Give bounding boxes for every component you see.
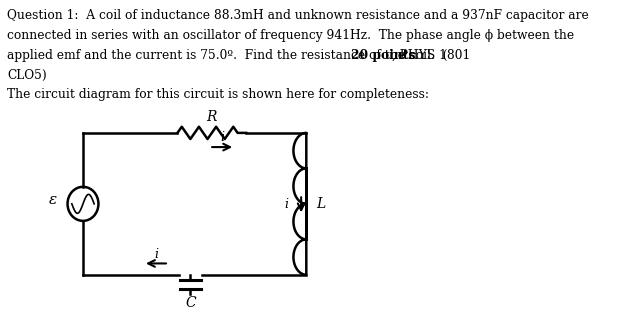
Text: Question 1:  A coil of inductance 88.3mH and unknown resistance and a 937nF capa: Question 1: A coil of inductance 88.3mH … — [7, 9, 589, 22]
Text: applied emf and the current is 75.0º.  Find the resistance of the coil.  (: applied emf and the current is 75.0º. Fi… — [7, 49, 448, 62]
Text: The circuit diagram for this circuit is shown here for completeness:: The circuit diagram for this circuit is … — [7, 88, 430, 101]
Text: 20 points: 20 points — [350, 49, 415, 62]
Text: i: i — [284, 198, 289, 211]
Text: C: C — [185, 296, 196, 310]
Text: R: R — [207, 110, 217, 124]
Text: i: i — [220, 131, 224, 144]
Text: ε: ε — [49, 193, 57, 207]
Text: CLO5): CLO5) — [7, 68, 47, 81]
Text: connected in series with an oscillator of frequency 941Hz.  The phase angle ϕ be: connected in series with an oscillator o… — [7, 29, 574, 42]
Text: , PHYS 1801: , PHYS 1801 — [392, 49, 471, 62]
Text: L: L — [317, 197, 326, 211]
Text: i: i — [154, 248, 158, 261]
